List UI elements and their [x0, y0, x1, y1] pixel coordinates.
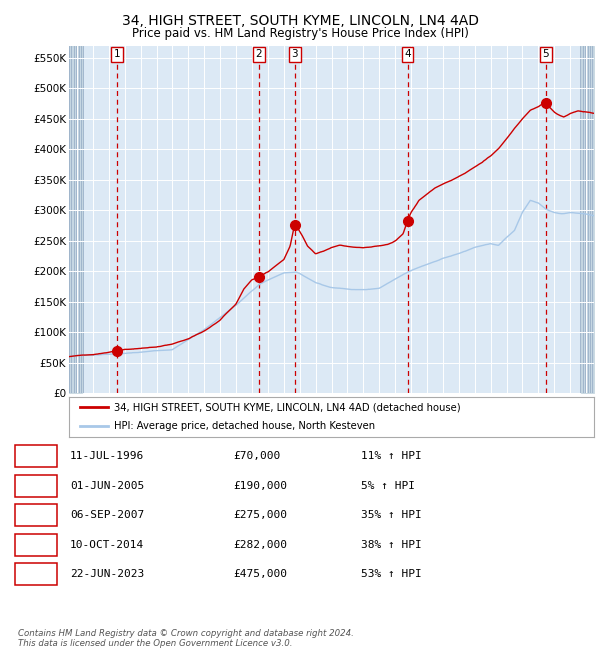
- Text: 11-JUL-1996: 11-JUL-1996: [70, 451, 145, 462]
- Text: £70,000: £70,000: [233, 451, 280, 462]
- Text: 1: 1: [32, 451, 40, 462]
- Text: 2: 2: [32, 481, 40, 491]
- Text: £190,000: £190,000: [233, 481, 287, 491]
- Text: Contains HM Land Registry data © Crown copyright and database right 2024.
This d: Contains HM Land Registry data © Crown c…: [18, 629, 354, 648]
- Text: HPI: Average price, detached house, North Kesteven: HPI: Average price, detached house, Nort…: [113, 421, 375, 431]
- Text: £475,000: £475,000: [233, 569, 287, 579]
- Text: 5% ↑ HPI: 5% ↑ HPI: [361, 481, 415, 491]
- Text: 10-OCT-2014: 10-OCT-2014: [70, 540, 145, 550]
- Text: 1: 1: [114, 49, 121, 59]
- FancyBboxPatch shape: [15, 504, 57, 526]
- Text: 5: 5: [542, 49, 549, 59]
- Text: 38% ↑ HPI: 38% ↑ HPI: [361, 540, 422, 550]
- Text: 4: 4: [404, 49, 411, 59]
- Text: 3: 3: [32, 510, 40, 520]
- Text: 3: 3: [291, 49, 298, 59]
- Text: 5: 5: [32, 569, 40, 579]
- Text: 4: 4: [32, 540, 40, 550]
- Text: 34, HIGH STREET, SOUTH KYME, LINCOLN, LN4 4AD: 34, HIGH STREET, SOUTH KYME, LINCOLN, LN…: [121, 14, 479, 29]
- Text: 34, HIGH STREET, SOUTH KYME, LINCOLN, LN4 4AD (detached house): 34, HIGH STREET, SOUTH KYME, LINCOLN, LN…: [113, 402, 460, 412]
- Text: 22-JUN-2023: 22-JUN-2023: [70, 569, 145, 579]
- Text: 2: 2: [256, 49, 262, 59]
- Text: 01-JUN-2005: 01-JUN-2005: [70, 481, 145, 491]
- FancyBboxPatch shape: [15, 474, 57, 497]
- Text: 53% ↑ HPI: 53% ↑ HPI: [361, 569, 422, 579]
- FancyBboxPatch shape: [15, 534, 57, 556]
- FancyBboxPatch shape: [15, 563, 57, 585]
- Text: 06-SEP-2007: 06-SEP-2007: [70, 510, 145, 520]
- Text: Price paid vs. HM Land Registry's House Price Index (HPI): Price paid vs. HM Land Registry's House …: [131, 27, 469, 40]
- Text: £282,000: £282,000: [233, 540, 287, 550]
- Text: 11% ↑ HPI: 11% ↑ HPI: [361, 451, 422, 462]
- Text: 35% ↑ HPI: 35% ↑ HPI: [361, 510, 422, 520]
- FancyBboxPatch shape: [15, 445, 57, 467]
- Text: £275,000: £275,000: [233, 510, 287, 520]
